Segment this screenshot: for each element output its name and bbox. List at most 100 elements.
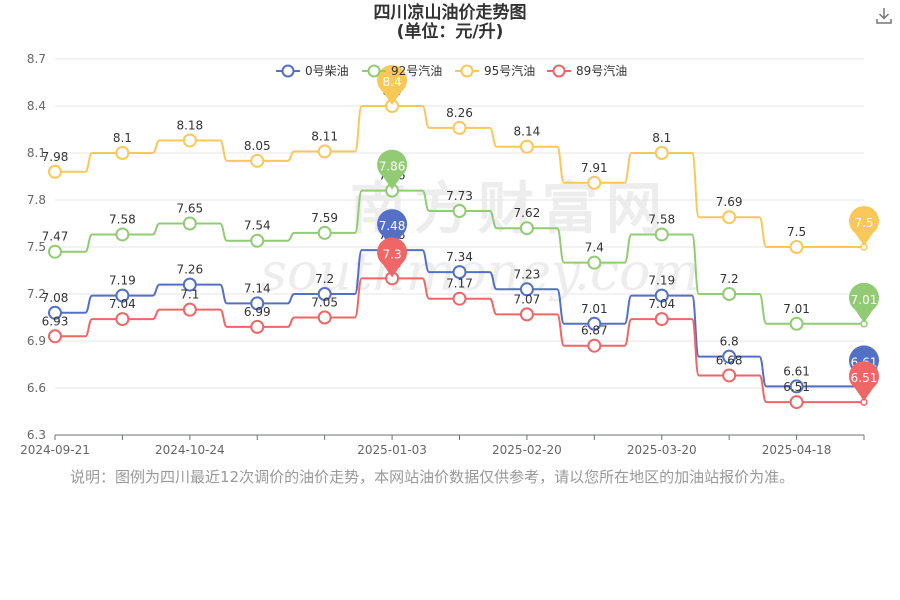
data-point — [250, 153, 265, 168]
pin-label: 7.86 — [379, 160, 406, 174]
data-label: 6.93 — [42, 314, 69, 328]
data-point — [317, 225, 332, 240]
max-marker: 7.3 — [377, 237, 408, 278]
data-label: 7.04 — [109, 297, 136, 311]
y-tick-label: 7.2 — [27, 287, 46, 301]
data-label: 7.4 — [585, 241, 604, 255]
data-label: 7.01 — [581, 302, 608, 316]
legend-item-2[interactable]: 95号汽油 — [455, 63, 535, 78]
data-label: 7.05 — [311, 296, 338, 310]
legend-marker — [460, 64, 474, 78]
data-label: 7.2 — [720, 272, 739, 286]
y-tick-label: 7.5 — [27, 240, 46, 254]
x-tick-label: 2025-01-03 — [357, 443, 427, 457]
data-point — [587, 316, 602, 331]
data-point — [115, 146, 130, 160]
data-point — [250, 319, 265, 334]
data-point — [789, 316, 804, 331]
legend-marker — [367, 64, 381, 78]
min-marker: 6.51 — [849, 361, 880, 402]
data-point — [722, 287, 737, 301]
y-tick-label: 6.6 — [27, 381, 46, 395]
x-tick-label: 2024-09-21 — [20, 443, 90, 457]
data-label: 7.98 — [42, 150, 69, 164]
legend-marker — [552, 64, 566, 78]
data-label: 8.1 — [113, 131, 132, 145]
legend-item-0[interactable]: 0号柴油 — [276, 64, 349, 78]
data-point — [115, 227, 130, 242]
data-label: 7.07 — [514, 292, 541, 306]
x-tick-label: 2024-10-24 — [155, 443, 225, 457]
data-point — [654, 288, 669, 303]
data-point — [722, 349, 737, 364]
data-point — [452, 203, 467, 218]
pin-shape — [377, 209, 408, 250]
data-point — [654, 312, 669, 327]
data-label: 8.11 — [311, 129, 338, 143]
data-point — [250, 233, 265, 248]
pin-shape — [377, 149, 408, 190]
data-label: 6.61 — [783, 364, 810, 378]
legend-marker — [281, 64, 295, 78]
data-point — [789, 379, 804, 394]
data-label: 7.62 — [514, 206, 541, 220]
min-marker: 7.01 — [849, 282, 880, 323]
data-point — [789, 240, 804, 254]
pin-shape — [849, 361, 880, 402]
data-point — [115, 288, 130, 303]
pin-label: 7.48 — [379, 219, 406, 233]
data-labels: 7.08 7.19 7.26 7.14 7.2 7.48 7.34 7.23 7.01 7.19 6… — [42, 84, 810, 394]
pin-shape — [377, 65, 408, 105]
data-point — [519, 307, 534, 322]
data-point — [48, 305, 62, 320]
data-label: 7.23 — [514, 267, 541, 281]
data-point — [654, 227, 669, 242]
data-label: 7.1 — [180, 288, 199, 302]
data-label: 7.59 — [311, 211, 338, 225]
x-tick-label: 2025-02-20 — [492, 443, 562, 457]
legend-item-1[interactable]: 92号汽油 — [362, 63, 442, 78]
chart-title: 四川凉山油价走势图 (单位：元/升) — [0, 4, 900, 42]
x-axis: 2024-09-21 2024-10-24 2025-01-03 2025-02-20… — [20, 434, 865, 457]
pin-shape — [377, 237, 408, 278]
data-label: 7.14 — [244, 281, 271, 295]
y-axis: 6.3 6.6 6.9 7.2 7.5 7.8 8.1 8.4 8.7 — [27, 52, 46, 442]
chart-title-text: 四川凉山油价走势图 — [373, 3, 527, 23]
series-lines — [48, 99, 868, 410]
data-point — [654, 146, 669, 160]
data-label: 7.01 — [783, 302, 810, 316]
data-point — [48, 244, 62, 259]
markers: 7.48 6.61 7.86 7.01 8.4 7.5 7.3 6.51 — [377, 65, 880, 402]
pin-label: 8.4 — [383, 75, 402, 89]
data-label: 8.05 — [244, 139, 271, 153]
data-label: 6.51 — [783, 380, 810, 394]
data-point — [48, 329, 62, 344]
legend-label: 0号柴油 — [305, 64, 349, 78]
data-label: 7.19 — [109, 274, 136, 288]
legend[interactable]: 0号柴油 92号汽油 95号汽油 89号汽油 — [276, 63, 627, 78]
data-label: 8.1 — [652, 131, 671, 145]
data-point — [317, 144, 332, 159]
data-label: 7.65 — [176, 202, 203, 216]
data-label: 7.19 — [648, 274, 675, 288]
data-label: 7.58 — [648, 212, 675, 226]
legend-label: 92号汽油 — [391, 63, 442, 78]
data-label: 6.99 — [244, 305, 271, 319]
data-point — [317, 310, 332, 325]
data-point — [587, 255, 602, 270]
data-label: 7.34 — [446, 250, 473, 264]
max-marker: 7.86 — [377, 149, 408, 190]
data-label: 7.5 — [787, 225, 806, 239]
data-point — [182, 277, 197, 292]
data-label: 6.8 — [720, 335, 739, 349]
data-point — [250, 296, 265, 311]
pin-shape — [849, 282, 880, 323]
data-point — [182, 133, 197, 148]
data-point — [182, 302, 197, 317]
data-label: 7.91 — [581, 161, 608, 175]
legend-label: 89号汽油 — [576, 63, 627, 78]
legend-item-3[interactable]: 89号汽油 — [547, 63, 627, 78]
max-marker: 7.48 — [377, 209, 408, 250]
download-icon[interactable] — [874, 6, 894, 26]
